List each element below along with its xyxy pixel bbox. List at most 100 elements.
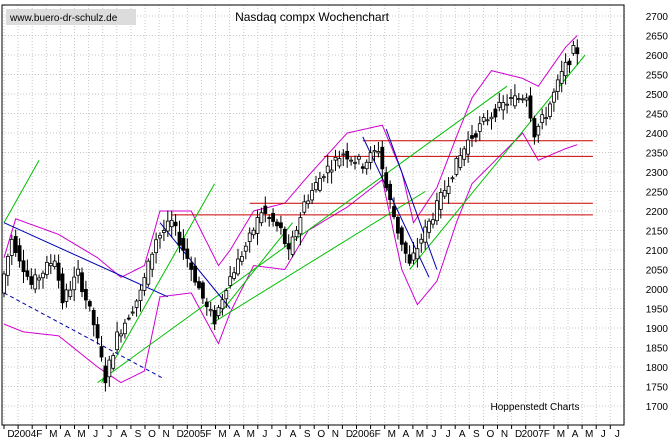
x-tick-label: D [346,429,353,440]
price-candle [48,263,53,267]
price-candle [181,238,186,251]
price-candle [259,212,264,224]
price-candle [68,289,73,298]
price-candle [353,161,357,164]
price-candle [87,301,92,307]
price-candle [41,272,45,279]
x-tick-label: 2004 [14,429,37,440]
credit-text: Hoppenstedt Charts [491,402,580,413]
price-candle [13,236,18,254]
price-candle [200,282,205,299]
x-tick-label: N [501,429,508,440]
y-tick-label: 2000 [646,285,669,296]
x-tick-label: O [148,429,156,440]
y-tick-label: 2050 [646,266,669,277]
downtrend-line [385,128,438,270]
uptrend-line [3,160,40,223]
price-candle [154,239,159,254]
x-tick-label: F [544,429,550,440]
bollinger-bands [3,35,578,384]
price-candle [84,289,88,301]
uptrend-line [214,222,293,321]
price-candle [123,322,127,335]
price-candle [146,260,151,285]
y-tick-label: 2700 [646,12,669,23]
price-candle [103,365,108,384]
price-candle [438,192,443,210]
uptrend-line [101,183,216,383]
price-candle [56,262,61,281]
uptrend-line [97,85,508,384]
x-tick-label: S [304,429,311,440]
price-candle [349,159,354,162]
y-tick-label: 1750 [646,383,669,394]
x-tick-label: A [290,429,297,440]
price-candle [384,172,389,189]
x-tick-label: 2005 [183,429,206,440]
price-candle [501,102,506,111]
x-tick-label: D [177,429,184,440]
price-candle [278,222,283,229]
price-candle [267,217,272,219]
y-tick-label: 1700 [646,402,669,413]
x-tick-label: 2007 [522,429,545,440]
price-candle [275,221,279,227]
x-tick-label: J [432,429,437,440]
price-candle [45,262,49,275]
price-candle [224,290,229,300]
price-candle [446,185,451,194]
price-candle [345,150,350,160]
price-candle [571,45,576,54]
price-candle [536,125,541,136]
price-candle [325,165,330,174]
price-candle [282,228,287,244]
price-candle [477,123,482,132]
price-candle [33,274,38,290]
plot-frame [1,4,625,426]
y-tick-label: 2400 [646,129,669,140]
price-candle [481,117,486,122]
price-candle [232,272,237,279]
x-tick-label: D [515,429,522,440]
chart-title: Nasdaq compx Wochenchart [235,10,390,24]
y-tick-label: 2550 [646,71,669,82]
price-candle [407,254,412,264]
price-candle [95,324,100,339]
y-tick-label: 1900 [646,324,669,335]
price-candle [119,333,123,337]
price-candle [271,212,276,222]
watermark-box [6,9,136,25]
y-tick-label: 2450 [646,110,669,121]
x-tick-label: O [317,429,325,440]
y-tick-label: 2300 [646,168,669,179]
price-candle [165,220,170,232]
price-candle [212,310,217,325]
price-candle [411,252,416,261]
price-candle [360,166,365,169]
price-candle [321,176,326,179]
price-candle [419,238,424,244]
uptrend-line [409,54,586,270]
price-candle [99,346,104,358]
x-tick-label: J [93,429,98,440]
price-candle [458,155,463,168]
x-tick-label: J [107,429,112,440]
x-tick-label: F [205,429,211,440]
price-candle [286,243,291,250]
price-candle [310,190,315,201]
price-candle [306,200,311,205]
x-tick-label: M [77,429,85,440]
price-candle [392,206,396,218]
y-axis-labels: 1700 1750 1800 1850 1900 1950 2000 2050 2100 2150… [646,12,669,413]
x-tick-label: M [557,429,565,440]
x-tick-label: N [163,429,170,440]
y-tick-label: 2150 [646,227,669,238]
price-candle [454,157,459,175]
x-tick-label: O [487,429,495,440]
price-candle [473,133,478,138]
price-candle [21,260,26,273]
price-candle [423,226,428,243]
price-candle [220,299,225,310]
price-candle [548,103,552,117]
price-candle [9,238,14,256]
